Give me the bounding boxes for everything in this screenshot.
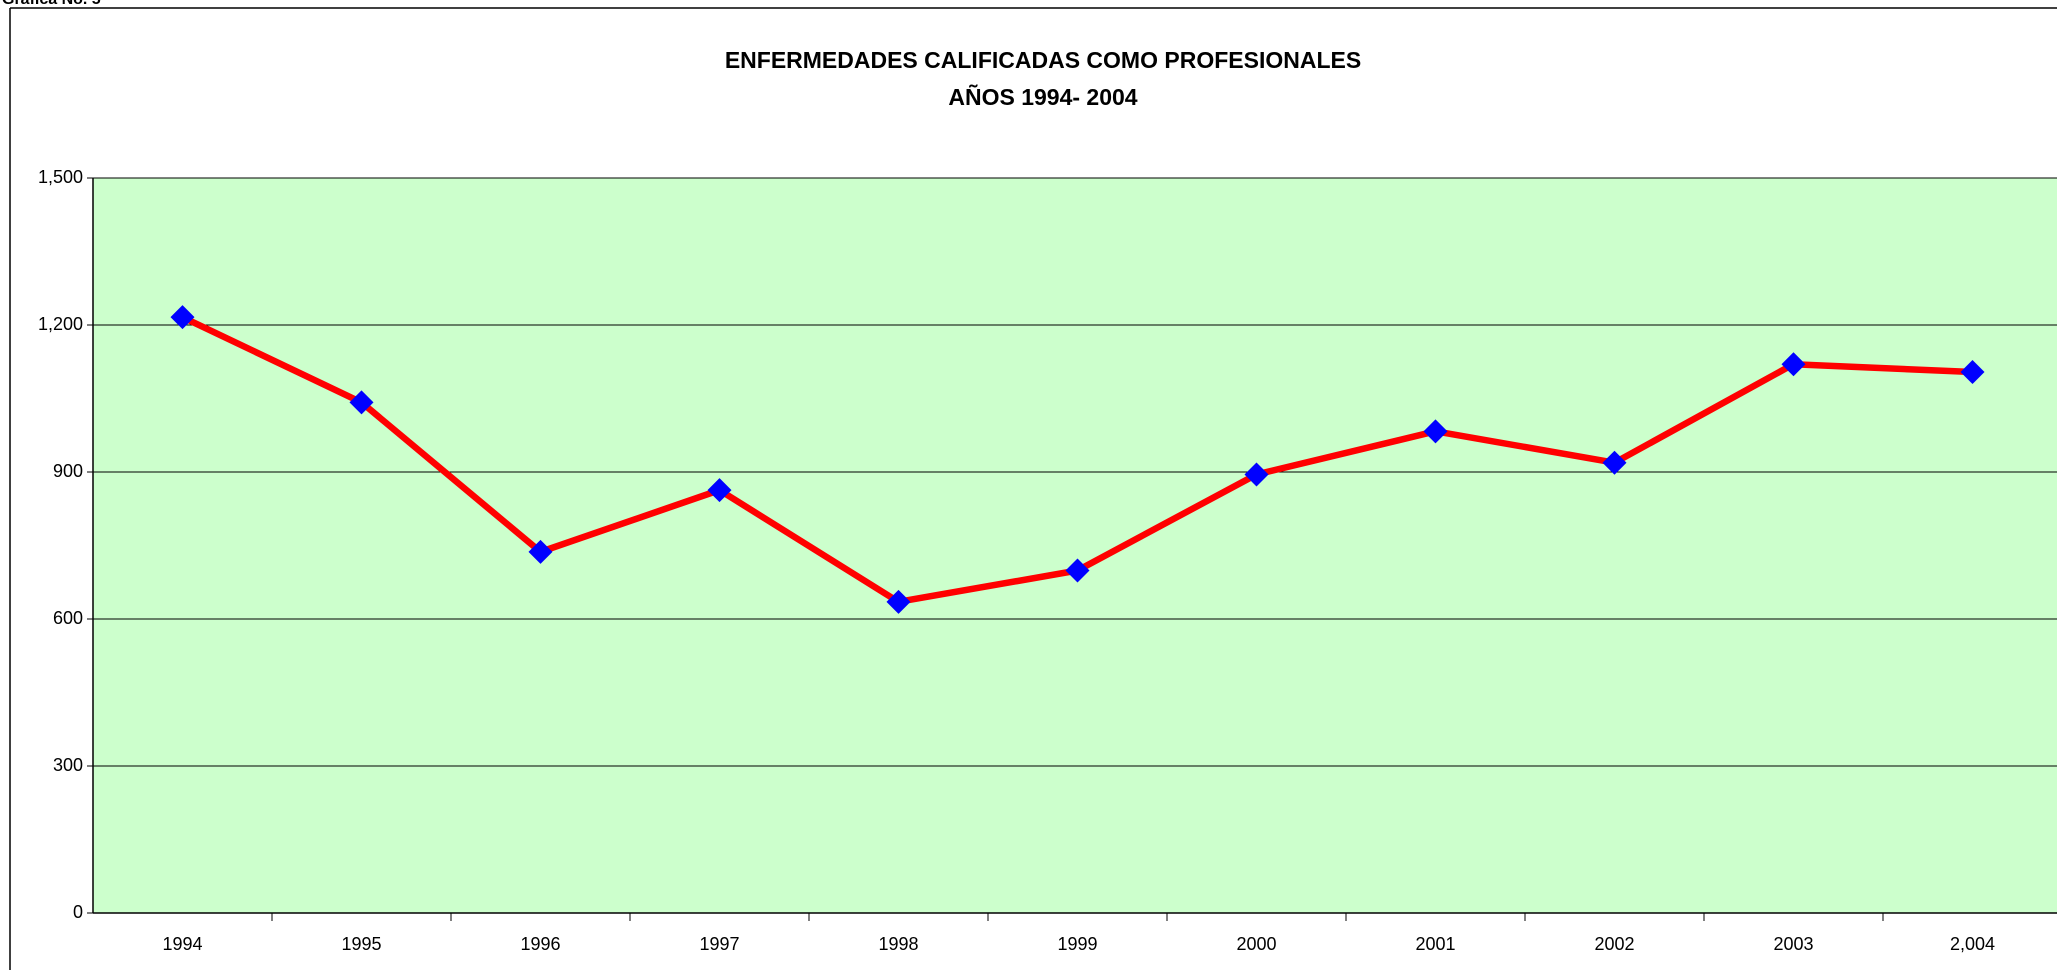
caption: Gráfica No. 5	[2, 0, 101, 8]
data-marker	[1781, 352, 1806, 377]
data-marker	[528, 539, 553, 564]
y-tick-label: 300	[53, 755, 83, 775]
x-tick-label: 1994	[162, 934, 202, 954]
data-marker	[170, 305, 195, 330]
y-tick-label: 1,200	[38, 314, 83, 334]
y-tick-label: 600	[53, 608, 83, 628]
chart-subtitle: AÑOS 1994- 2004	[948, 83, 1137, 110]
x-tick-label: 2003	[1773, 934, 1813, 954]
x-tick-label: 2,004	[1950, 934, 1995, 954]
x-tick-label: 2001	[1415, 934, 1455, 954]
data-marker	[707, 478, 732, 503]
x-tick-label: 2002	[1594, 934, 1634, 954]
x-tick-label: 1997	[699, 934, 739, 954]
x-tick-label: 1996	[520, 934, 560, 954]
chart-title: ENFERMEDADES CALIFICADAS COMO PROFESIONA…	[725, 47, 1361, 73]
data-marker	[1602, 450, 1627, 475]
y-tick-label: 0	[73, 902, 83, 922]
data-marker	[1960, 360, 1985, 385]
data-marker	[886, 589, 911, 614]
data-marker	[1065, 558, 1090, 583]
x-tick-label: 1999	[1057, 934, 1097, 954]
y-tick-label: 900	[53, 461, 83, 481]
data-marker	[349, 390, 374, 415]
data-marker	[1244, 462, 1269, 487]
plot-area	[93, 178, 2057, 913]
x-tick-label: 2000	[1236, 934, 1276, 954]
x-tick-label: 1995	[341, 934, 381, 954]
y-tick-label: 1,500	[38, 167, 83, 187]
data-marker	[1423, 419, 1448, 444]
x-tick-label: 1998	[878, 934, 918, 954]
